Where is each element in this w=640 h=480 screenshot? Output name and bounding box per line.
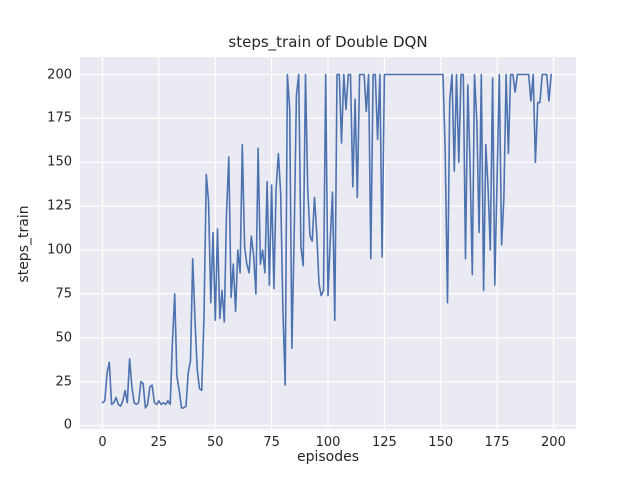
y-tick-label: 175 (47, 110, 72, 126)
x-tick-label: 175 (484, 435, 510, 450)
x-tick-label: 75 (263, 435, 280, 450)
y-tick-label: 100 (47, 242, 72, 258)
x-tick-label: 200 (541, 435, 566, 450)
x-tick-label: 0 (98, 435, 107, 450)
x-tick-label: 125 (371, 435, 397, 450)
x-tick-label: 50 (206, 435, 224, 450)
x-tick-label: 25 (150, 435, 168, 450)
y-axis-label: steps_train (16, 205, 32, 283)
y-tick-label: 200 (47, 67, 72, 83)
chart-title: steps_train of Double DQN (228, 33, 428, 51)
x-axis-label: episodes (296, 449, 360, 465)
y-tick-label: 0 (63, 417, 72, 433)
x-tick-label: 150 (428, 435, 454, 450)
y-tick-label: 125 (47, 198, 72, 214)
line-chart (80, 57, 576, 429)
x-tick-label: 100 (315, 435, 341, 450)
plot-area (80, 57, 576, 429)
y-tick-label: 50 (55, 330, 72, 346)
y-tick-label: 75 (55, 286, 72, 302)
y-tick-label: 150 (47, 154, 72, 170)
y-tick-label: 25 (55, 374, 72, 390)
